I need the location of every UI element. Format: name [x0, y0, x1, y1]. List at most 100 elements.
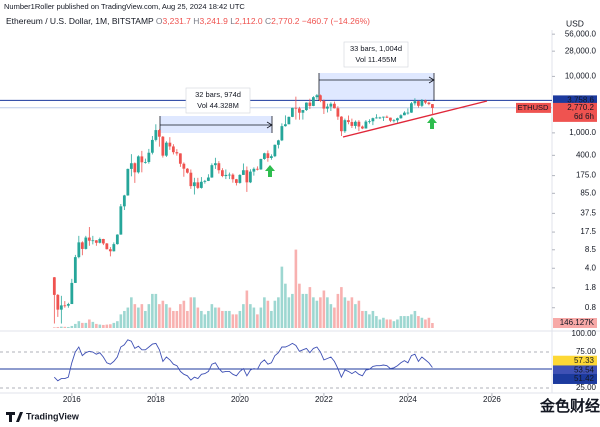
candle-body [150, 139, 154, 153]
candle-body [325, 106, 329, 109]
volume-bar [123, 310, 126, 328]
volume-bar [417, 316, 420, 328]
y-tick-label: 0.8 [585, 303, 597, 312]
volume-bar [315, 300, 319, 328]
candle-body [385, 116, 389, 118]
range-bars: 32 bars, 974d [195, 90, 241, 99]
volume-bar [207, 310, 210, 328]
candle-body [147, 152, 151, 162]
volume-bar [392, 321, 396, 328]
candle-body [311, 97, 315, 106]
candle-body [308, 102, 312, 106]
candle-body [140, 156, 144, 163]
volume-bar [81, 322, 84, 328]
candle-body [220, 170, 224, 177]
candle-body [59, 305, 63, 310]
volume-badge [553, 318, 597, 329]
volume-bar [280, 266, 284, 328]
candle-body [346, 120, 350, 123]
volume-bar [301, 293, 305, 328]
volume-bar [406, 316, 410, 328]
last-price-label: 2,770.2 [567, 103, 594, 112]
symbol-badge-label: ETHUSD [518, 103, 549, 112]
brand-logo [6, 412, 23, 422]
volume-bar [312, 297, 315, 328]
volume-bar [256, 314, 259, 328]
volume-bar [396, 319, 399, 328]
volume-bar [252, 307, 256, 328]
candle-body [332, 103, 336, 109]
candle-body [231, 174, 235, 180]
volume-bar [203, 314, 207, 328]
rsi-tick-label: 25.00 [576, 383, 597, 392]
y-tick-label: 175.0 [576, 171, 597, 180]
candle-body [84, 237, 88, 249]
volume-bar [270, 310, 273, 328]
volume-bar [228, 310, 231, 328]
candle-body [378, 117, 382, 119]
plot: 56,000.0 28,000.0 10,000.0 1,000.0 400.0 175.… [0, 29, 597, 404]
candle-body [353, 121, 357, 126]
volume-bar [305, 293, 308, 328]
ohlc-key: O [156, 16, 163, 26]
volume-bar [77, 321, 81, 328]
candle-body [178, 153, 182, 164]
candle-body [224, 174, 228, 177]
volume-bar [263, 297, 266, 328]
volume-bar [298, 283, 301, 328]
volume-bar [231, 314, 235, 328]
candle-body [189, 172, 193, 187]
candle-body [360, 126, 364, 129]
volume-bar [431, 323, 434, 328]
volume-bar [427, 317, 431, 328]
candle-body [87, 237, 91, 241]
volume-bar [214, 307, 217, 328]
ohlc-value: 3,231.7 [163, 16, 192, 26]
rsi-tick-label: 75.00 [576, 347, 597, 356]
volume-bar [259, 307, 263, 328]
candle-body [259, 158, 263, 170]
volume-bar [343, 297, 347, 328]
rsi-badge [553, 373, 597, 384]
range-bars: 33 bars, 1,004d [350, 44, 402, 53]
volume-bar [56, 326, 60, 328]
y-tick-label: 1,000.0 [569, 128, 596, 137]
candle-body [283, 124, 287, 127]
candle-body [417, 101, 420, 106]
candle-body [185, 168, 189, 173]
volume-bar [277, 297, 280, 328]
currency: USD [566, 18, 584, 28]
candle-body [371, 118, 375, 122]
volume-bar [74, 323, 77, 328]
y-tick-label: 56,000.0 [565, 29, 597, 38]
candle-body [262, 153, 266, 159]
candle-body [322, 100, 326, 109]
candle-body [297, 108, 301, 113]
candle-body [136, 156, 140, 173]
candle-body [73, 257, 77, 283]
volume-bar [112, 322, 116, 328]
volume-bar [322, 290, 326, 328]
candle-body [210, 165, 214, 178]
volume-bar [319, 297, 322, 328]
candle-body [368, 121, 371, 123]
range-arrow-head [266, 121, 273, 129]
candle-body [252, 168, 256, 172]
volume-bar [284, 283, 287, 328]
volume-bar [179, 304, 182, 328]
volume-bar [109, 324, 112, 328]
volume-bar [294, 249, 298, 328]
volume-bar [116, 321, 119, 328]
candle-body [427, 102, 431, 105]
candle-body [234, 179, 238, 183]
watermark: 金色财经 [539, 397, 600, 415]
volume-bar [130, 297, 133, 328]
symbol: Ethereum / U.S. Dollar, 1M, BITSTAMP [6, 16, 154, 26]
candle-body [217, 163, 221, 171]
range-arrow-head [428, 76, 435, 84]
candle-body [175, 152, 179, 154]
volume-bar [91, 321, 95, 328]
volume-bar [385, 319, 389, 328]
candle-body [238, 174, 242, 183]
